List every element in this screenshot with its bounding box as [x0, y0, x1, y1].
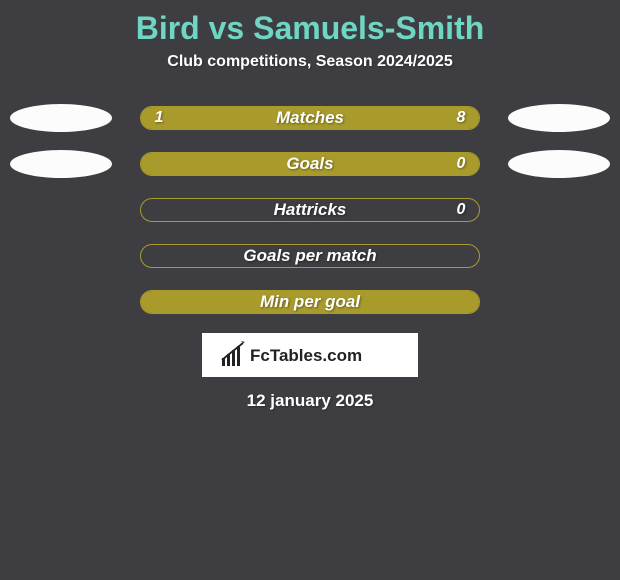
- page-subtitle: Club competitions, Season 2024/2025: [0, 53, 620, 71]
- stat-row: Min per goal: [0, 279, 620, 325]
- stat-row: Goals0: [0, 141, 620, 187]
- stats-container: Matches18Goals0Hattricks0Goals per match…: [0, 95, 620, 325]
- player-left-marker: [10, 150, 112, 178]
- stat-bar: [140, 106, 480, 130]
- stat-value-right: 0: [446, 141, 476, 187]
- stat-row: Matches18: [0, 95, 620, 141]
- stat-row: Goals per match: [0, 233, 620, 279]
- stat-bar-right-fill: [179, 107, 479, 129]
- stat-bar-left-fill: [141, 153, 479, 175]
- logo-box: FcTables.com: [202, 333, 418, 377]
- fctables-logo: FcTables.com: [220, 340, 400, 370]
- date-label: 12 january 2025: [0, 391, 620, 411]
- page-title: Bird vs Samuels-Smith: [0, 0, 620, 47]
- stat-value-right: 8: [446, 95, 476, 141]
- stat-bar: [140, 290, 480, 314]
- stat-bar: [140, 244, 480, 268]
- stat-value-left: 1: [144, 95, 174, 141]
- stat-row: Hattricks0: [0, 187, 620, 233]
- logo-text: FcTables.com: [250, 346, 362, 365]
- player-right-marker: [508, 104, 610, 132]
- stat-bar: [140, 198, 480, 222]
- player-left-marker: [10, 104, 112, 132]
- stat-bar-left-fill: [141, 291, 479, 313]
- stat-value-right: 0: [446, 187, 476, 233]
- stat-bar: [140, 152, 480, 176]
- player-right-marker: [508, 150, 610, 178]
